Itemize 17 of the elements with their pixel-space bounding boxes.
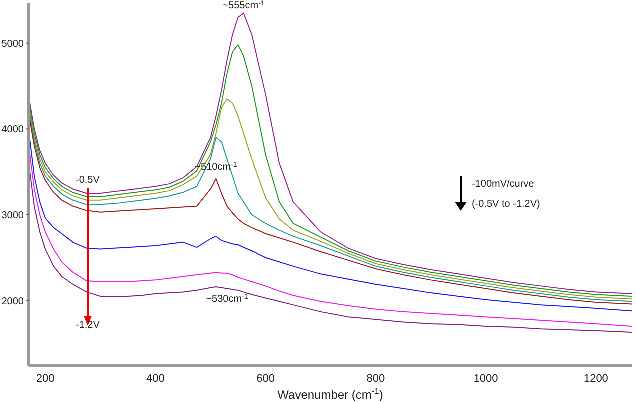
annotation: -0.5V (76, 175, 100, 186)
x-tick-label: 400 (146, 372, 165, 385)
annotation: -100mV/curve (472, 179, 535, 190)
y-tick-label: 2000 (2, 296, 24, 308)
x-axis-title: Wavenumber (cm$^{-1}$) (278, 386, 384, 402)
annotation: -1.2V (76, 320, 100, 331)
y-tick-label: 4000 (2, 124, 24, 136)
x-tick-label: 600 (256, 372, 275, 385)
y-tick-label: 5000 (2, 38, 24, 50)
annotation: ~555cm$^{-1}$ (222, 0, 265, 12)
y-tick-label: 3000 (2, 210, 24, 222)
x-tick-label: 1000 (474, 372, 498, 385)
annotation: (-0.5V to -1.2V) (472, 199, 540, 210)
x-tick-label: 200 (36, 372, 55, 385)
x-tick-label: 1200 (584, 372, 608, 385)
annotation: ~530cm$^{-1}$ (206, 293, 248, 305)
x-tick-label: 800 (366, 372, 386, 385)
